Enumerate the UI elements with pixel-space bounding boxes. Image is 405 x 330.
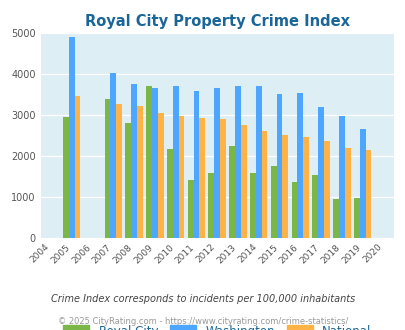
Bar xyxy=(172,86,178,238)
Text: Crime Index corresponds to incidents per 100,000 inhabitants: Crime Index corresponds to incidents per… xyxy=(51,294,354,304)
Bar xyxy=(318,107,323,238)
Bar xyxy=(270,166,276,238)
Bar xyxy=(110,73,116,238)
Bar xyxy=(199,118,205,238)
Bar xyxy=(303,137,308,238)
Bar xyxy=(187,180,193,238)
Bar xyxy=(214,88,220,238)
Bar xyxy=(146,86,151,238)
Bar xyxy=(63,117,69,238)
Bar xyxy=(261,131,267,238)
Bar xyxy=(131,84,136,238)
Bar xyxy=(104,99,110,238)
Bar xyxy=(208,173,214,238)
Title: Royal City Property Crime Index: Royal City Property Crime Index xyxy=(85,14,349,29)
Bar xyxy=(338,115,344,238)
Bar xyxy=(125,123,131,238)
Text: © 2025 CityRating.com - https://www.cityrating.com/crime-statistics/: © 2025 CityRating.com - https://www.city… xyxy=(58,317,347,326)
Bar xyxy=(178,116,184,238)
Bar xyxy=(220,119,225,238)
Bar xyxy=(276,94,282,238)
Bar xyxy=(344,148,350,238)
Bar xyxy=(75,96,80,238)
Bar xyxy=(240,125,246,238)
Bar xyxy=(353,198,359,238)
Bar xyxy=(234,86,240,238)
Bar xyxy=(158,113,163,238)
Bar xyxy=(359,129,364,238)
Bar xyxy=(229,146,234,238)
Bar xyxy=(323,141,329,238)
Bar xyxy=(255,86,261,238)
Bar xyxy=(282,135,288,238)
Bar xyxy=(291,182,297,238)
Bar xyxy=(166,149,172,238)
Legend: Royal City, Washington, National: Royal City, Washington, National xyxy=(60,321,374,330)
Bar xyxy=(311,176,318,238)
Bar xyxy=(193,91,199,238)
Bar xyxy=(116,104,122,238)
Bar xyxy=(297,93,303,238)
Bar xyxy=(364,150,371,238)
Bar xyxy=(249,173,255,238)
Bar xyxy=(151,88,158,238)
Bar xyxy=(333,199,338,238)
Bar xyxy=(69,37,75,238)
Bar xyxy=(136,106,143,238)
